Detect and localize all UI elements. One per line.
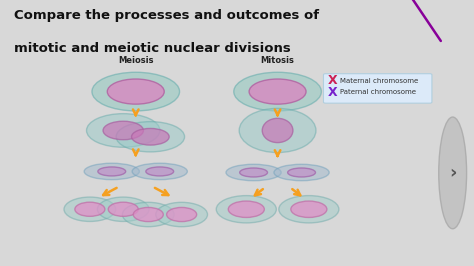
- Ellipse shape: [146, 167, 173, 176]
- Text: Paternal chromosome: Paternal chromosome: [340, 89, 416, 95]
- Ellipse shape: [262, 118, 293, 143]
- Text: ›: ›: [449, 164, 457, 182]
- Ellipse shape: [156, 202, 208, 227]
- Ellipse shape: [132, 163, 187, 180]
- Ellipse shape: [103, 121, 144, 140]
- Ellipse shape: [97, 197, 149, 222]
- Ellipse shape: [226, 164, 281, 181]
- Ellipse shape: [64, 197, 116, 222]
- Ellipse shape: [84, 163, 139, 180]
- Circle shape: [439, 117, 466, 229]
- Ellipse shape: [133, 207, 163, 222]
- Ellipse shape: [87, 114, 160, 147]
- Ellipse shape: [108, 202, 138, 216]
- Ellipse shape: [279, 196, 339, 223]
- Text: X: X: [328, 85, 338, 98]
- Text: X: X: [328, 74, 338, 87]
- Text: mitotic and meiotic nuclear divisions: mitotic and meiotic nuclear divisions: [14, 42, 291, 55]
- Ellipse shape: [274, 164, 329, 181]
- Ellipse shape: [122, 202, 174, 227]
- Ellipse shape: [98, 167, 126, 176]
- Text: Mitosis: Mitosis: [261, 56, 294, 65]
- Ellipse shape: [167, 207, 197, 222]
- Ellipse shape: [75, 202, 105, 216]
- Ellipse shape: [92, 72, 180, 111]
- Ellipse shape: [116, 122, 184, 152]
- Ellipse shape: [132, 128, 169, 145]
- FancyBboxPatch shape: [323, 74, 432, 103]
- Ellipse shape: [249, 79, 306, 104]
- Ellipse shape: [228, 201, 264, 218]
- Text: Meiosis: Meiosis: [118, 56, 154, 65]
- Ellipse shape: [107, 79, 164, 104]
- Ellipse shape: [239, 108, 316, 152]
- Text: Maternal chromosome: Maternal chromosome: [340, 78, 419, 84]
- Ellipse shape: [240, 168, 267, 177]
- Ellipse shape: [288, 168, 316, 177]
- Ellipse shape: [291, 201, 327, 218]
- Ellipse shape: [216, 196, 276, 223]
- Text: Compare the processes and outcomes of: Compare the processes and outcomes of: [14, 9, 319, 22]
- Ellipse shape: [234, 72, 321, 111]
